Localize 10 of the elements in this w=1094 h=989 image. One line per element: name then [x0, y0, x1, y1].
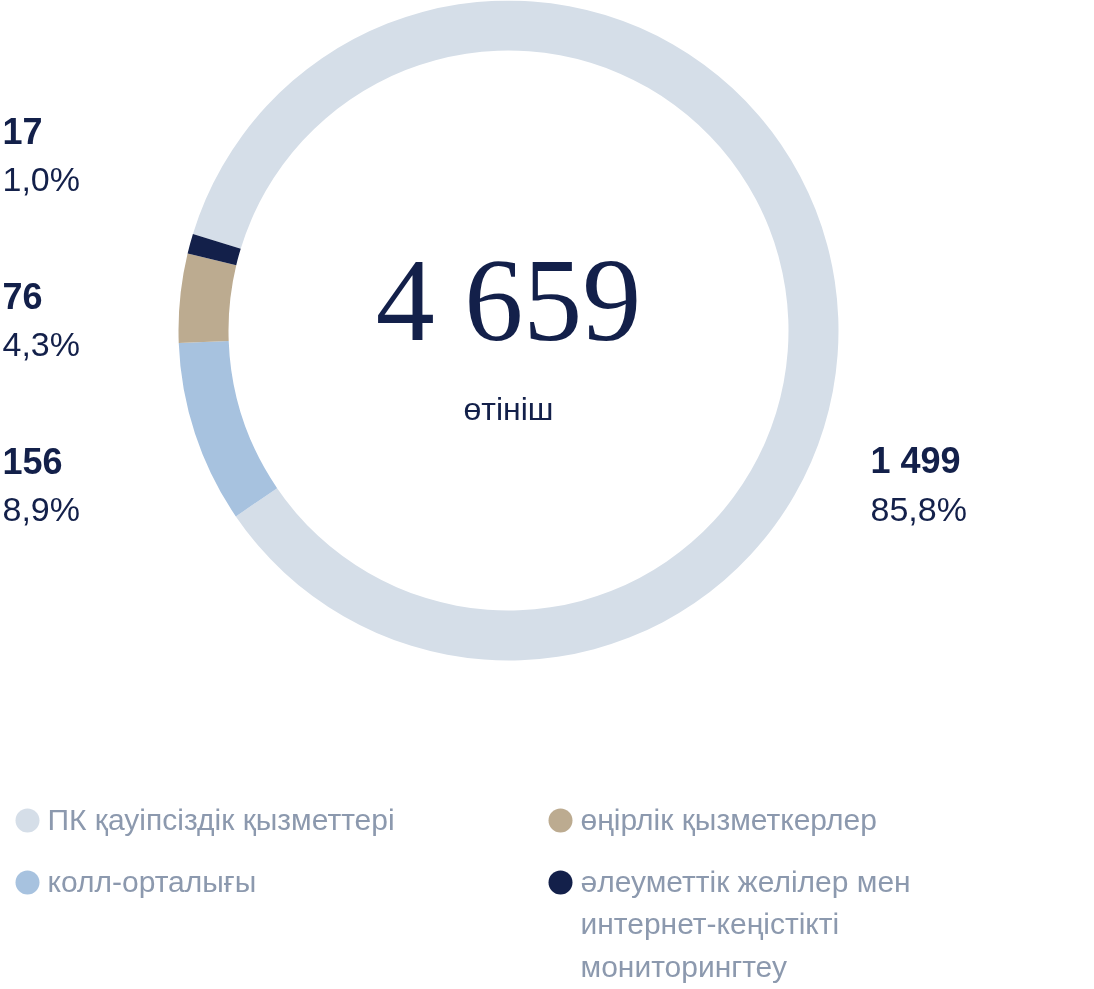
data-label: 156 8,9%	[2, 440, 80, 528]
data-label: 1 499 85,8%	[870, 440, 967, 528]
text: өтініш	[463, 390, 554, 427]
data-label: 17 1,0%	[2, 110, 80, 198]
data-label: 76 4,3%	[2, 275, 80, 363]
legend-label: колл-орталығы	[47, 864, 257, 898]
legend-label: әлеуметтік желілер мен интернет-кеңістікті мониторингтеу	[580, 864, 911, 984]
legend-label: өңірлік қызметкерлер	[580, 802, 877, 836]
legend-label: ПК қауіпсіздік қызметтері	[47, 802, 395, 836]
text: 4 659	[375, 235, 642, 366]
